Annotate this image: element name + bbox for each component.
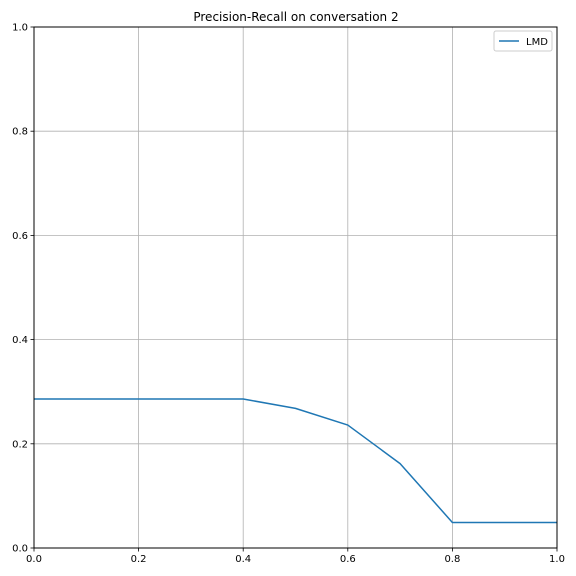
series-line-lmd	[34, 398, 557, 524]
axis-ticks: 0.0 0.2 0.4 0.6 0.8 1.0 0.0 0.2 0.4 0.6 0.8 1.0	[12, 23, 565, 566]
x-tick-label: 0.2	[131, 554, 147, 565]
legend-label-lmd: LMD	[526, 37, 548, 48]
y-tick-label: 0.0	[12, 544, 28, 555]
x-tick-label: 0.0	[26, 554, 42, 565]
y-tick-label: 0.8	[12, 127, 28, 138]
plot-frame	[33, 26, 558, 549]
legend-box	[493, 30, 553, 52]
x-tick-label: 0.6	[340, 554, 356, 565]
x-tick-label: 1.0	[549, 554, 565, 565]
y-tick-label: 1.0	[12, 23, 28, 34]
y-tick-label: 0.6	[12, 231, 28, 242]
chart-title: Precision-Recall on conversation 2	[193, 10, 398, 24]
x-tick-label: 0.4	[235, 554, 251, 565]
series-layer	[34, 398, 557, 524]
legend: LMD	[493, 30, 553, 52]
x-tick-label: 0.8	[444, 554, 460, 565]
y-tick-label: 0.2	[12, 439, 28, 450]
y-tick-label: 0.4	[12, 335, 28, 346]
